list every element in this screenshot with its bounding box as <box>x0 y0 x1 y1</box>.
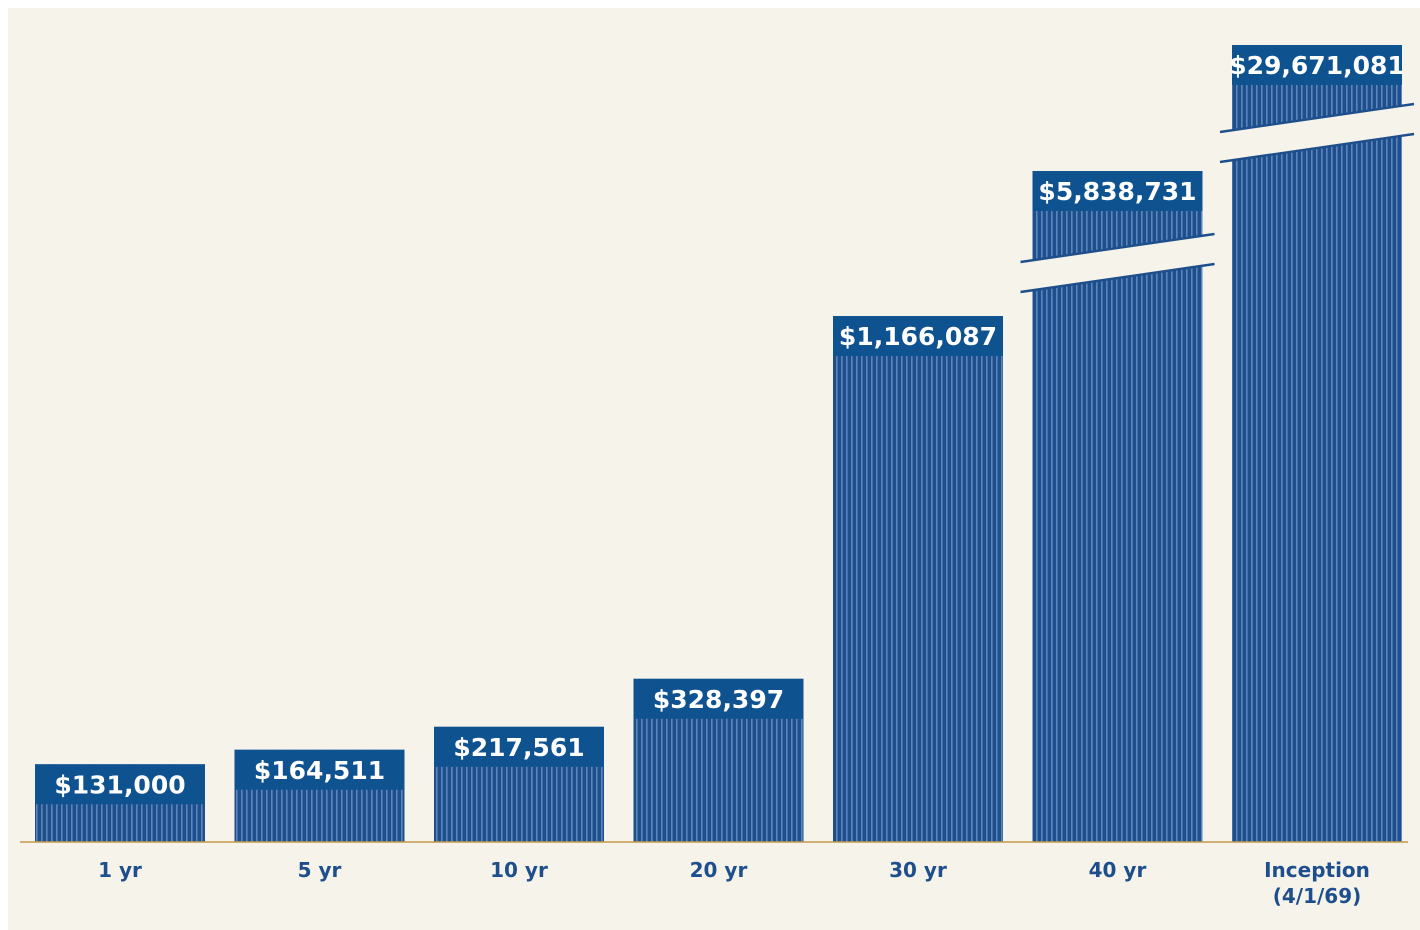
bar-30-yr <box>833 316 1003 842</box>
value-label-box <box>35 764 205 805</box>
value-label-20-yr: $328,397 <box>653 685 784 714</box>
tick-label-1-yr: 1 yr <box>98 858 142 882</box>
axis-break-gap <box>1020 234 1215 292</box>
value-label-box <box>1032 171 1203 211</box>
axis-break-line <box>1219 102 1415 134</box>
tick-label-10-yr: 10 yr <box>490 858 548 882</box>
chart-panel: $131,000 $164,511 $217,561 $328,397 $1,166,0… <box>8 8 1420 930</box>
value-label-5-yr: $164,511 <box>254 756 385 785</box>
tick-label-inception-4-1-69: Inception (4/1/69) <box>1264 858 1370 908</box>
tick-label-40-yr: 40 yr <box>1089 858 1147 882</box>
x-axis-tick-labels: 1 yr 5 yr 10 yr 20 yr 30 yr 40 yr Inception (4/… <box>98 858 1370 908</box>
bars-layer <box>35 45 1415 842</box>
value-label-box <box>234 749 405 790</box>
axis-break-gap <box>1220 104 1414 162</box>
value-label-box <box>1232 45 1402 85</box>
axis-break-line <box>1020 262 1215 294</box>
value-label-box <box>833 316 1003 357</box>
bar-inception-4-1-69 <box>1232 45 1402 842</box>
bar-chart: $131,000 $164,511 $217,561 $328,397 $1,166,0… <box>20 45 1415 908</box>
value-label-30-yr: $1,166,087 <box>839 322 997 351</box>
value-label-1-yr: $131,000 <box>54 770 185 799</box>
tick-label-20-yr: 20 yr <box>690 858 748 882</box>
value-label-box <box>434 726 604 767</box>
value-label-inception-4-1-69: $29,671,081 <box>1229 51 1405 80</box>
tick-label-30-yr: 30 yr <box>889 858 947 882</box>
axis-break-line <box>1219 132 1415 164</box>
axis-break-line <box>1020 232 1215 264</box>
tick-label-5-yr: 5 yr <box>298 858 342 882</box>
value-labels-layer: $131,000 $164,511 $217,561 $328,397 $1,166,0… <box>35 45 1405 805</box>
value-label-10-yr: $217,561 <box>453 733 584 762</box>
value-label-40-yr: $5,838,731 <box>1038 177 1196 206</box>
value-label-box <box>633 678 804 719</box>
